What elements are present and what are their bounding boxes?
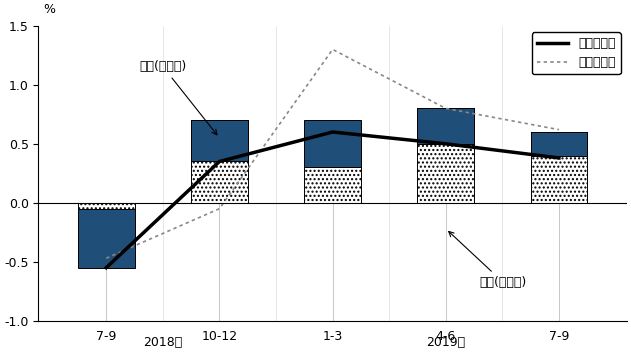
Bar	[191, 120, 248, 203]
Bar	[418, 108, 474, 144]
Bar	[304, 120, 361, 168]
Bar	[304, 168, 361, 203]
Legend: 実質成長率, 名目成長率: 実質成長率, 名目成長率	[532, 32, 620, 74]
Bar	[418, 108, 474, 203]
Bar	[78, 209, 134, 268]
Text: %: %	[44, 4, 56, 17]
Text: 2019年: 2019年	[426, 336, 465, 349]
Bar	[78, 203, 134, 209]
Text: 外需(寄与度): 外需(寄与度)	[449, 232, 527, 289]
Bar	[191, 120, 248, 162]
Text: 2018年: 2018年	[143, 336, 182, 349]
Bar	[531, 132, 587, 203]
Text: 内需(寄与度): 内需(寄与度)	[139, 60, 217, 135]
Bar	[531, 132, 587, 156]
